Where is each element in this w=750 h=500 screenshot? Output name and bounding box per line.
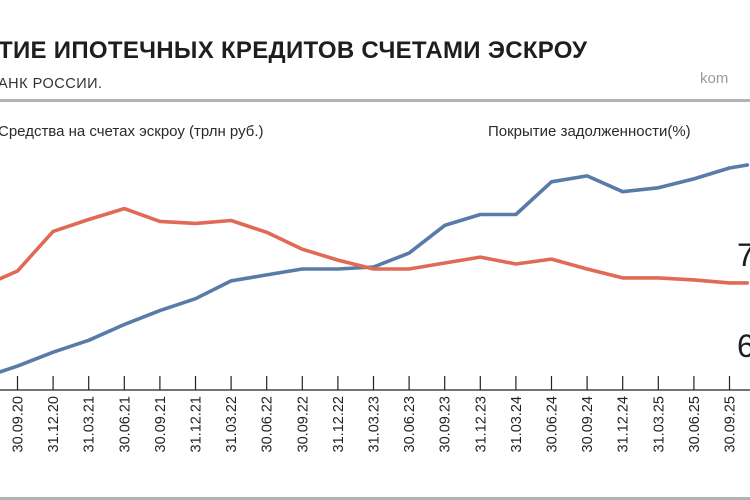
right-axis-label: 6 [737,328,750,364]
series-line-1 [0,163,750,374]
series-line-2 [0,206,750,285]
legend-coverage: Покрытие задолженности(%) [488,123,691,140]
x-tick-label: 30.06.21 [117,396,133,452]
x-tick-label: 30.09.25 [723,396,739,452]
x-tick-label: 31.12.24 [616,396,632,452]
x-tick-label: 31.12.20 [46,396,62,452]
x-tick-label: 31.03.21 [82,396,98,452]
chart-title: ТИЕ ИПОТЕЧНЫХ КРЕДИТОВ СЧЕТАМИ ЭСКРОУ [0,37,588,64]
brand-watermark: kom [700,70,729,87]
legend-escrow: Средства на счетах эскроу (трлн руб.) [0,123,264,140]
x-tick-label: 30.09.22 [295,396,311,452]
bottom-divider [0,497,750,500]
x-tick-label: 31.12.21 [189,396,205,452]
x-tick-label: 30.06.25 [687,396,703,452]
x-tick-label: 31.03.23 [367,396,383,452]
x-tick-label: 30.09.23 [438,396,454,452]
right-axis-label: 7 [737,237,750,273]
x-tick-label: 30.06.24 [545,396,561,452]
x-tick-label: 30.06.22 [260,396,276,452]
source-note: АНК РОССИИ. [0,76,103,92]
x-tick-label: 30.06.23 [402,396,418,452]
x-tick-label: 30.09.20 [11,396,27,452]
x-tick-label: 30.09.21 [153,396,169,452]
top-divider [0,99,750,102]
x-tick-label: 31.03.24 [509,396,525,452]
x-tick-label: 30.09.24 [580,396,596,452]
x-tick-label: 31.03.22 [224,396,240,452]
x-tick-label: 31.12.22 [331,396,347,452]
x-tick-label: 31.12.23 [473,396,489,452]
x-tick-label: 31.03.25 [651,396,667,452]
